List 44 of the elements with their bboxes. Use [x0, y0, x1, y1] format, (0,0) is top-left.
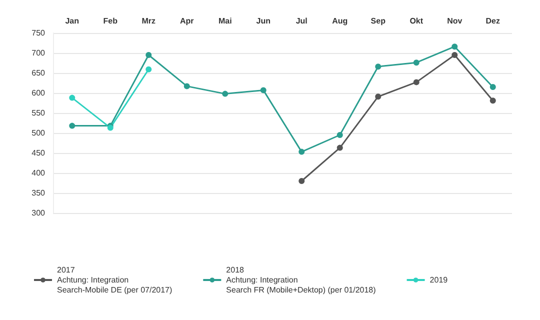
y-tick-label: 450	[32, 148, 46, 158]
y-tick-label: 400	[32, 168, 46, 178]
y-tick-label: 650	[32, 68, 46, 78]
x-tick-label: Dez	[486, 16, 500, 26]
point	[298, 148, 305, 155]
point	[260, 87, 266, 94]
y-tick-label: 750	[32, 28, 46, 38]
y-tick-label: 700	[32, 48, 46, 58]
x-tick-label: Okt	[410, 16, 424, 26]
point	[490, 84, 496, 90]
point	[452, 44, 458, 50]
point	[69, 94, 76, 101]
point	[298, 178, 305, 184]
x-tick-label: Nov	[447, 16, 463, 26]
x-tick-label: Jan	[65, 16, 80, 26]
point	[69, 122, 76, 129]
y-tick-label: 350	[32, 188, 46, 198]
point	[146, 66, 152, 72]
x-tick-label: Aug	[332, 16, 348, 26]
x-tick-label: Mrz	[142, 16, 156, 26]
y-tick-label: 550	[32, 108, 46, 118]
x-tick-label: Jun	[256, 16, 271, 26]
point	[490, 98, 496, 104]
legend-label: 2017 Achtung: Integration Search-Mobile DE (per 07/2017)	[57, 266, 173, 294]
x-tick-label: Mai	[218, 16, 232, 26]
x-tick-label: Apr	[180, 16, 194, 26]
point	[375, 64, 382, 70]
point	[336, 132, 343, 138]
point	[184, 83, 190, 90]
x-tick-label: Feb	[103, 16, 118, 26]
y-tick-label: 300	[32, 208, 46, 218]
point	[222, 90, 228, 97]
legend-label: 2018 Achtung: Integration Search FR (Mobile+Dektop) (per 01/2018)	[226, 266, 376, 294]
point	[413, 79, 420, 86]
y-tick-label: 500	[32, 128, 46, 138]
legend-label: 2019	[430, 276, 448, 284]
x-tick-label: Sep	[370, 16, 386, 26]
x-tick-label: Jul	[296, 16, 308, 26]
point	[413, 60, 420, 66]
point	[336, 144, 343, 151]
point	[146, 52, 152, 58]
point	[452, 52, 458, 58]
y-tick-label: 600	[32, 88, 46, 98]
point	[375, 94, 382, 100]
